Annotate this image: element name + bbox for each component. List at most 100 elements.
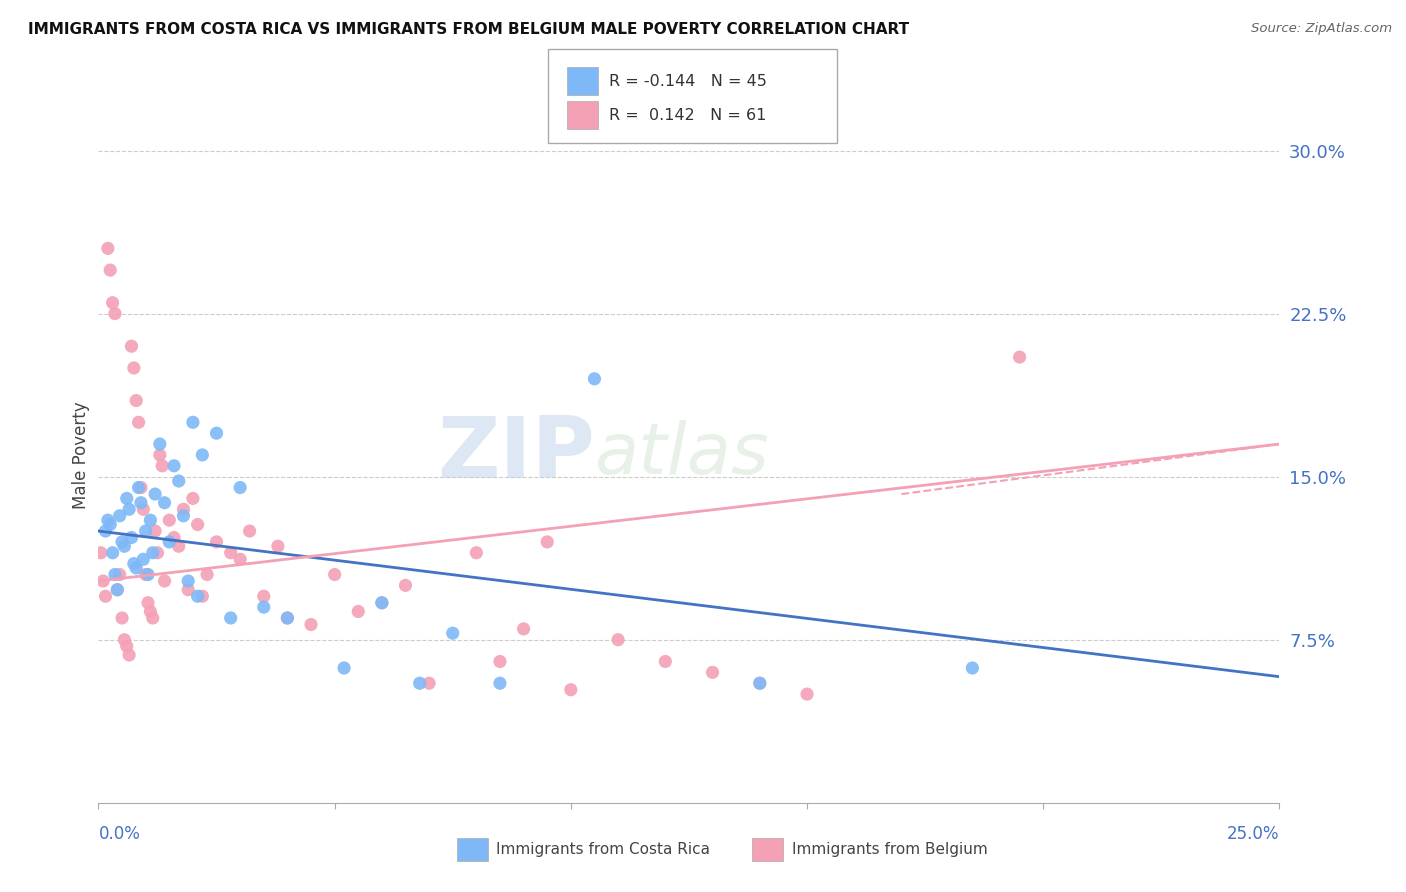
Point [167,539,190,553]
Point [104,307,127,321]
Point [181,415,204,429]
Point [253,600,276,615]
Point [153,574,176,588]
Text: R = -0.144   N = 45: R = -0.144 N = 45 [609,74,766,88]
Point [157,513,180,527]
Point [105,582,128,597]
Point [167,474,190,488]
Point [118,502,141,516]
Point [583,372,606,386]
Point [135,567,157,582]
Point [128,481,150,495]
Text: Source: ZipAtlas.com: Source: ZipAtlas.com [1251,22,1392,36]
Point [267,539,290,553]
Point [97,513,120,527]
Point [394,578,416,592]
Point [129,481,152,495]
Point [136,596,159,610]
Point [108,508,131,523]
Point [146,546,169,560]
Point [115,491,138,506]
Text: R =  0.142   N = 61: R = 0.142 N = 61 [609,108,766,122]
Point [560,682,582,697]
Point [136,567,159,582]
Point [229,552,252,566]
Point [512,622,534,636]
Point [94,589,117,603]
Point [115,639,138,653]
Point [191,448,214,462]
Point [276,611,298,625]
Point [253,589,276,603]
Point [371,596,394,610]
Point [153,496,176,510]
Point [98,517,121,532]
Point [205,535,228,549]
Point [101,546,124,560]
Point [489,676,512,690]
Point [702,665,724,680]
Point [1008,350,1031,364]
Point [418,676,440,690]
Point [229,481,252,495]
Y-axis label: Male Poverty: Male Poverty [72,401,90,508]
Point [125,393,148,408]
Point [111,535,134,549]
Point [172,508,194,523]
Point [172,502,194,516]
Text: IMMIGRANTS FROM COSTA RICA VS IMMIGRANTS FROM BELGIUM MALE POVERTY CORRELATION C: IMMIGRANTS FROM COSTA RICA VS IMMIGRANTS… [28,22,910,37]
Point [489,655,512,669]
Point [163,531,186,545]
Point [347,605,370,619]
Point [129,496,152,510]
Point [149,437,172,451]
Point [104,567,127,582]
Point [205,426,228,441]
Point [112,539,135,553]
Point [135,524,157,538]
Point [139,605,162,619]
Point [239,524,262,538]
Point [536,535,558,549]
Point [139,513,162,527]
Point [91,574,114,588]
Point [118,648,141,662]
Point [195,567,218,582]
Text: Immigrants from Belgium: Immigrants from Belgium [792,842,987,857]
Point [142,611,165,625]
Point [94,524,117,538]
Text: ZIP: ZIP [437,413,595,497]
Point [748,676,770,690]
Point [371,596,394,610]
Point [121,339,143,353]
Point [654,655,676,669]
Text: atlas: atlas [595,420,769,490]
Point [962,661,984,675]
Point [191,589,214,603]
Point [143,487,166,501]
Point [333,661,356,675]
Point [105,582,128,597]
Point [607,632,630,647]
Point [112,632,135,647]
Text: 25.0%: 25.0% [1227,825,1279,843]
Point [132,552,155,566]
Point [323,567,346,582]
Text: Immigrants from Costa Rica: Immigrants from Costa Rica [496,842,710,857]
Point [163,458,186,473]
Point [111,611,134,625]
Point [101,295,124,310]
Point [121,531,143,545]
Point [465,546,488,560]
Point [181,491,204,506]
Point [157,535,180,549]
Point [177,574,200,588]
Point [90,546,112,560]
Point [177,582,200,597]
Point [441,626,464,640]
Point [97,241,120,255]
Point [98,263,121,277]
Point [219,611,242,625]
Point [748,676,770,690]
Point [150,458,173,473]
